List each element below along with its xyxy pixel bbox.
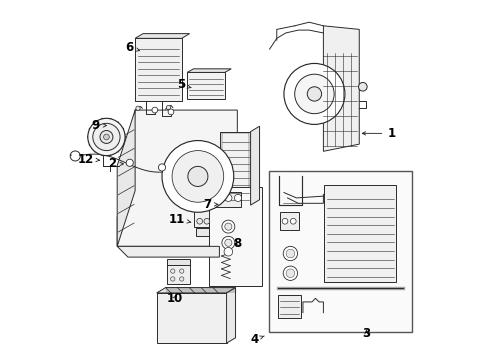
Circle shape bbox=[126, 159, 133, 166]
Polygon shape bbox=[250, 126, 259, 205]
Circle shape bbox=[100, 131, 113, 143]
Bar bbox=[187, 72, 224, 99]
Text: 10: 10 bbox=[166, 292, 183, 305]
Bar bbox=[194, 210, 214, 226]
Circle shape bbox=[93, 123, 120, 150]
Bar bbox=[221, 133, 249, 204]
Text: 11: 11 bbox=[169, 213, 190, 226]
Circle shape bbox=[136, 106, 140, 111]
Circle shape bbox=[158, 164, 165, 171]
Circle shape bbox=[170, 269, 175, 273]
Text: 7: 7 bbox=[203, 198, 217, 211]
Circle shape bbox=[224, 194, 231, 202]
Bar bbox=[277, 295, 301, 318]
Text: 6: 6 bbox=[125, 41, 139, 54]
Circle shape bbox=[170, 277, 175, 281]
Text: 9: 9 bbox=[92, 119, 106, 132]
Text: 2: 2 bbox=[108, 157, 123, 170]
Circle shape bbox=[103, 134, 109, 140]
Circle shape bbox=[196, 219, 202, 224]
Circle shape bbox=[215, 194, 222, 202]
Polygon shape bbox=[323, 26, 359, 151]
Polygon shape bbox=[135, 33, 189, 39]
Bar bbox=[279, 212, 299, 230]
Circle shape bbox=[282, 219, 287, 224]
Polygon shape bbox=[187, 69, 231, 72]
Polygon shape bbox=[117, 110, 237, 246]
Text: 1: 1 bbox=[362, 127, 394, 140]
Bar bbox=[324, 185, 395, 282]
Circle shape bbox=[234, 194, 241, 202]
Polygon shape bbox=[226, 288, 235, 343]
Circle shape bbox=[88, 118, 125, 156]
Text: 12: 12 bbox=[78, 153, 100, 166]
Circle shape bbox=[166, 105, 170, 110]
Polygon shape bbox=[117, 246, 219, 257]
Polygon shape bbox=[117, 110, 135, 246]
Circle shape bbox=[306, 87, 321, 101]
Text: 5: 5 bbox=[177, 78, 191, 91]
Bar bbox=[166, 259, 190, 265]
Circle shape bbox=[203, 219, 209, 224]
Text: 4: 4 bbox=[250, 333, 264, 346]
Circle shape bbox=[224, 223, 231, 230]
Bar bbox=[268, 171, 411, 332]
Text: 8: 8 bbox=[233, 237, 241, 250]
Circle shape bbox=[168, 109, 174, 115]
Circle shape bbox=[222, 220, 234, 233]
Circle shape bbox=[294, 74, 333, 114]
Circle shape bbox=[191, 190, 200, 199]
Circle shape bbox=[179, 269, 183, 273]
Circle shape bbox=[224, 239, 231, 246]
Circle shape bbox=[285, 269, 294, 278]
Circle shape bbox=[284, 63, 344, 125]
Circle shape bbox=[358, 82, 366, 91]
Text: 3: 3 bbox=[362, 327, 370, 339]
Circle shape bbox=[224, 247, 232, 256]
Bar bbox=[214, 192, 241, 207]
Circle shape bbox=[70, 151, 80, 161]
Polygon shape bbox=[135, 39, 182, 101]
Circle shape bbox=[179, 277, 183, 281]
Circle shape bbox=[187, 166, 207, 186]
Bar bbox=[167, 265, 189, 284]
Circle shape bbox=[172, 150, 223, 202]
Circle shape bbox=[283, 266, 297, 280]
Circle shape bbox=[162, 140, 233, 212]
Bar bbox=[208, 187, 262, 286]
Circle shape bbox=[222, 236, 234, 249]
Bar bbox=[220, 132, 250, 205]
Circle shape bbox=[152, 107, 158, 113]
Circle shape bbox=[290, 219, 296, 224]
Bar bbox=[156, 293, 226, 343]
Bar bbox=[196, 228, 212, 235]
Circle shape bbox=[285, 249, 294, 258]
Circle shape bbox=[283, 246, 297, 261]
Polygon shape bbox=[156, 288, 235, 293]
